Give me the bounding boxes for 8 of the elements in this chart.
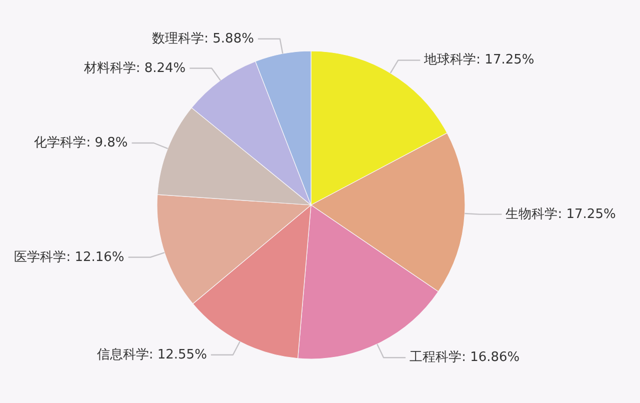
slice-label: 生物科学: 17.25% [506,206,616,222]
slice-label: 工程科学: 16.86% [410,350,520,366]
slice-label: 数理科学: 5.88% [152,31,254,46]
slice-label: 材料科学: 8.24% [82,60,186,76]
slice-label: 医学科学: 12.16% [14,250,124,265]
slice-label: 地球科学: 17.25% [423,52,534,68]
slice-label: 化学科学: 9.8% [34,136,128,151]
slice-label: 信息科学: 12.55% [96,347,207,362]
